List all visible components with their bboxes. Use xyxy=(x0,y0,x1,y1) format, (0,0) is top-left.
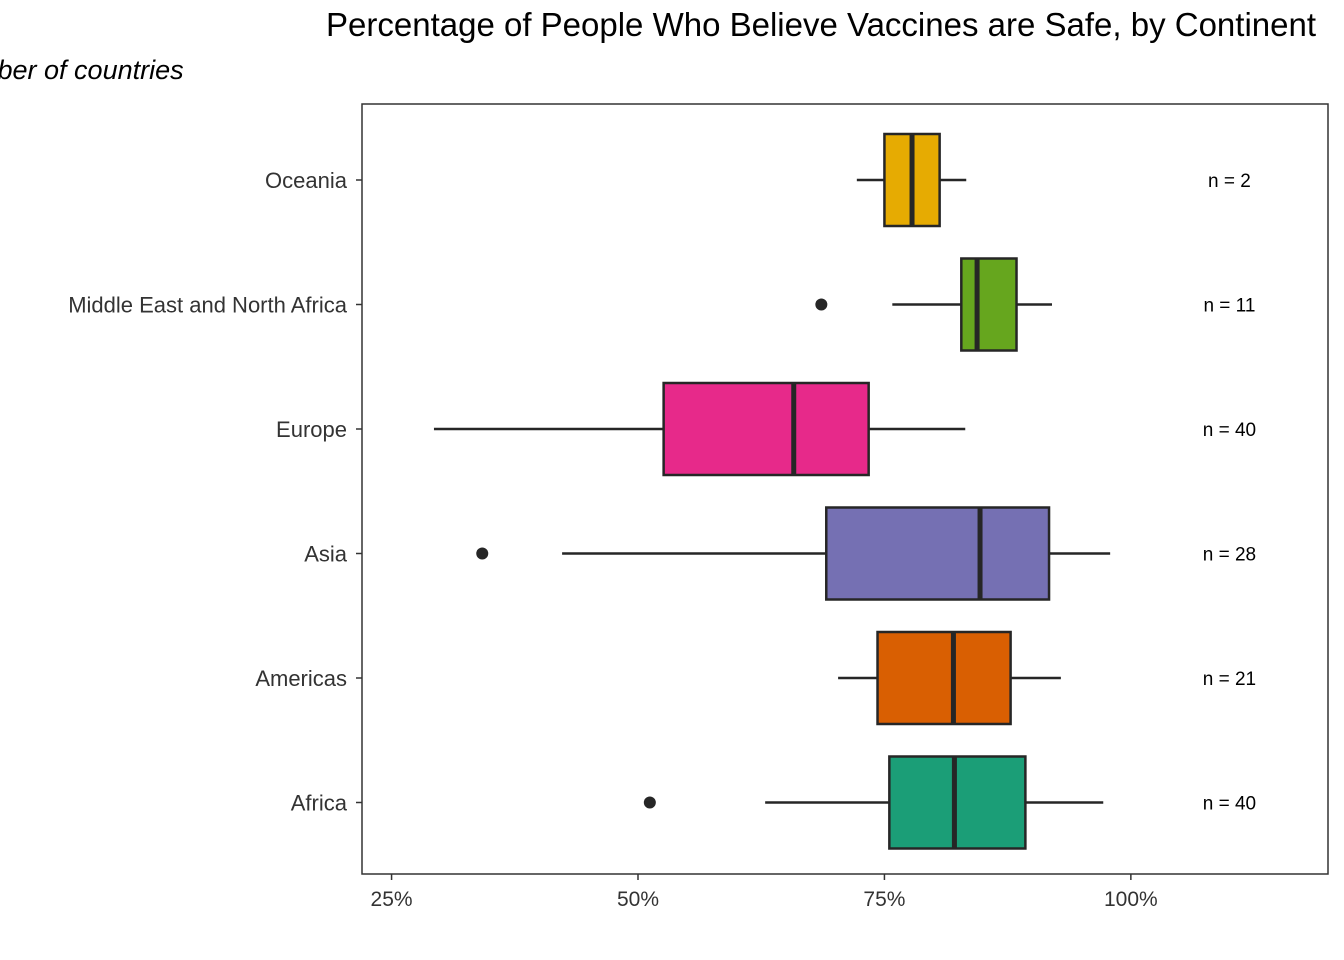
n-label-asia: n = 28 xyxy=(1203,545,1256,566)
x-tick-label: 25% xyxy=(371,888,413,911)
x-tick-label: 50% xyxy=(617,888,659,911)
outlier-point-asia xyxy=(476,547,489,560)
box-europe xyxy=(662,381,870,477)
category-label-americas: Americas xyxy=(255,666,347,691)
box-asia xyxy=(825,506,1051,601)
n-label-africa: n = 40 xyxy=(1203,794,1256,815)
boxes-layer: n = 2 n = 11 n = 40 n = 28 n = 21 n = 40 xyxy=(433,132,1256,850)
axis-layer: Oceania Middle East and North Africa Europ… xyxy=(68,168,1158,911)
category-label-middle-east-and-north-africa: Middle East and North Africa xyxy=(68,293,348,318)
box-middle-east-and-north-africa xyxy=(960,257,1018,352)
category-label-europe: Europe xyxy=(276,417,347,442)
outlier-point-africa xyxy=(643,796,656,809)
x-tick-label: 100% xyxy=(1104,888,1158,911)
n-label-middle-east-and-north-africa: n = 11 xyxy=(1203,296,1255,317)
chart-title: Percentage of People Who Believe Vaccine… xyxy=(326,6,1316,43)
n-label-europe: n = 40 xyxy=(1203,420,1256,441)
plot-panel-border xyxy=(361,103,1329,875)
box-group-europe: n = 40 xyxy=(433,381,1256,477)
box-group-oceania: n = 2 xyxy=(856,132,1251,228)
category-label-africa: Africa xyxy=(291,791,348,816)
box-group-africa: n = 40 xyxy=(643,755,1256,850)
box-americas xyxy=(876,630,1012,726)
n-label-americas: n = 21 xyxy=(1203,669,1256,690)
box-group-asia: n = 28 xyxy=(476,506,1256,601)
chart-subtitle: umber of countries xyxy=(0,55,184,85)
box-group-americas: n = 21 xyxy=(838,630,1256,726)
n-label-oceania: n = 2 xyxy=(1208,171,1251,192)
outlier-point-middle-east-and-north-africa xyxy=(815,298,828,311)
box-group-middle-east-and-north-africa: n = 11 xyxy=(815,257,1255,352)
x-tick-label: 75% xyxy=(863,888,905,911)
category-label-oceania: Oceania xyxy=(265,168,348,193)
box-africa xyxy=(888,755,1027,850)
category-label-asia: Asia xyxy=(304,542,348,567)
